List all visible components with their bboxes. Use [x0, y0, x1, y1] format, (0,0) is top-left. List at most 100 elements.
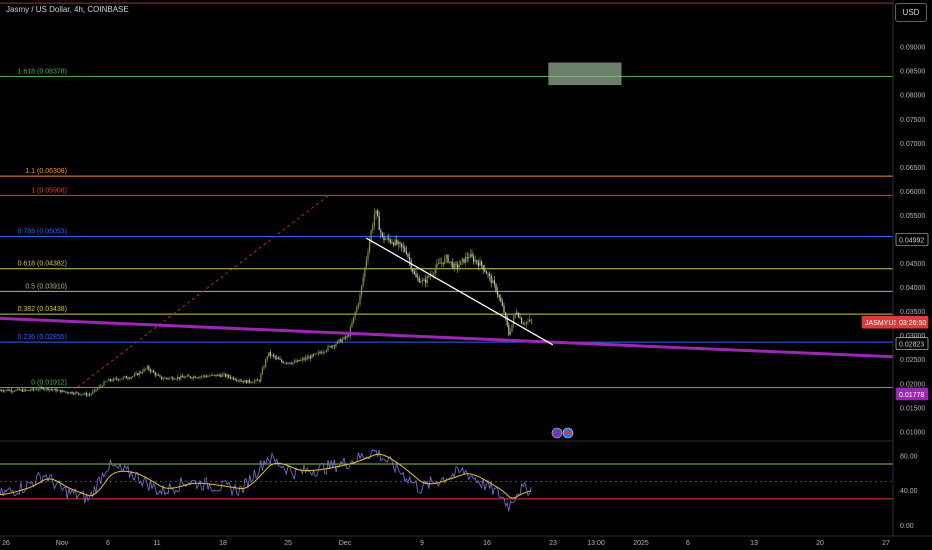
candle-body — [305, 357, 307, 360]
candle-body — [404, 247, 406, 251]
candle-body — [409, 257, 411, 261]
x-tick-label: 23 — [549, 540, 557, 547]
candle-body — [423, 279, 425, 281]
candle-body — [103, 381, 105, 386]
candle-body — [353, 316, 355, 323]
candle-body — [487, 273, 489, 275]
candle-body — [124, 376, 126, 378]
currency-button[interactable]: USD — [895, 3, 927, 22]
candle-body — [41, 387, 43, 389]
candle-body — [146, 366, 148, 369]
candle-body — [79, 393, 81, 395]
candle-body — [21, 389, 23, 392]
candle-body — [433, 273, 435, 275]
target-box — [548, 62, 622, 86]
candle-body — [439, 262, 441, 264]
candle-body — [308, 356, 310, 359]
candle-body — [60, 389, 62, 393]
candle-body — [122, 377, 124, 379]
candle-body — [129, 378, 131, 380]
x-tick-label: Dec — [339, 540, 352, 547]
y-tick-label: 0.06000 — [900, 189, 925, 196]
candle-body — [274, 356, 276, 358]
candle-body — [389, 239, 391, 243]
candle-body — [321, 352, 323, 354]
candle-body — [317, 352, 319, 354]
candle-body — [148, 366, 150, 370]
candle-body — [401, 243, 403, 247]
candle-body — [196, 377, 198, 379]
rsi-y-tick-label: 0.00 — [900, 523, 914, 530]
y-tick-label: 0.04000 — [900, 285, 925, 292]
candle-body — [177, 377, 179, 379]
candle-body — [458, 264, 460, 268]
candle-body — [513, 317, 515, 325]
candle-body — [441, 262, 443, 264]
y-tick-label: 0.01000 — [900, 429, 925, 436]
y-tick-label: 0.07500 — [900, 117, 925, 124]
candle-body — [42, 387, 44, 390]
candle-body — [156, 374, 158, 376]
candle-body — [284, 362, 286, 364]
candle-body — [65, 391, 67, 393]
candle-body — [295, 361, 297, 363]
candle-body — [63, 390, 65, 392]
candle-body — [391, 242, 393, 244]
candle-body — [263, 366, 265, 369]
candle-body — [125, 376, 127, 379]
candle-body — [415, 274, 417, 278]
candle-body — [261, 368, 263, 375]
candle-body — [517, 313, 519, 318]
candle-body — [378, 216, 380, 230]
candle-body — [381, 232, 383, 237]
candle-body — [71, 392, 73, 394]
candle-body — [188, 375, 190, 377]
candle-body — [349, 326, 351, 337]
candle-body — [359, 294, 361, 304]
purple-trendline — [0, 316, 894, 359]
trendline-price-label-box — [895, 387, 929, 401]
candle-body — [81, 394, 83, 396]
candle-body — [15, 389, 17, 392]
candle-body — [223, 373, 225, 375]
y-tick-label: 0.05500 — [900, 213, 925, 220]
candle-body — [449, 261, 451, 263]
candle-body — [189, 376, 191, 378]
candle-body — [383, 236, 385, 241]
candle-body — [370, 230, 372, 241]
candle-body — [18, 389, 20, 391]
candle-body — [457, 264, 459, 268]
candle-body — [265, 359, 267, 367]
candle-body — [207, 376, 209, 377]
rsi-ma-line — [0, 453, 532, 499]
candle-body — [335, 343, 337, 347]
candle-body — [527, 321, 529, 323]
candle-body — [426, 276, 428, 283]
y-tick-label: 0.08000 — [900, 93, 925, 100]
candle-body — [354, 312, 356, 317]
candle-body — [442, 262, 444, 264]
candle-body — [469, 254, 471, 258]
candle-body — [490, 276, 492, 283]
price-label-lower-box — [895, 337, 929, 350]
candle-body — [225, 373, 227, 377]
candle-body — [87, 394, 89, 396]
candle-body — [221, 374, 223, 377]
candle-body — [138, 372, 140, 376]
candle-body — [220, 375, 222, 377]
candle-body — [522, 323, 524, 325]
candle-body — [466, 256, 468, 259]
candle-body — [345, 336, 347, 338]
candle-body — [285, 362, 287, 364]
candle-body — [12, 391, 14, 393]
candle-body — [386, 237, 388, 240]
candle-body — [396, 239, 398, 245]
candle-body — [463, 258, 465, 263]
candle-body — [141, 371, 143, 373]
candle-body — [161, 376, 163, 380]
candle-body — [257, 379, 259, 381]
y-tick-label: 0.03500 — [900, 309, 925, 316]
candle-body — [76, 392, 78, 394]
candle-body — [292, 362, 294, 364]
